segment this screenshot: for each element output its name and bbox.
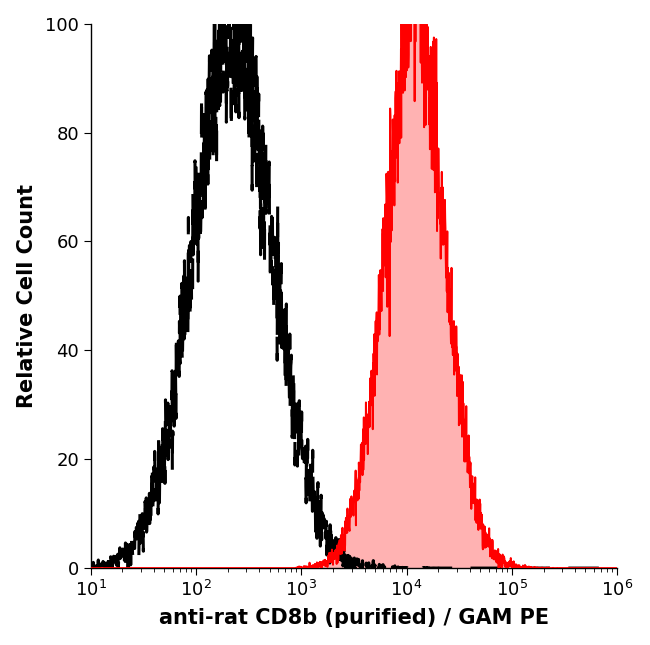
X-axis label: anti-rat CD8b (purified) / GAM PE: anti-rat CD8b (purified) / GAM PE <box>159 608 549 628</box>
Y-axis label: Relative Cell Count: Relative Cell Count <box>17 184 36 408</box>
